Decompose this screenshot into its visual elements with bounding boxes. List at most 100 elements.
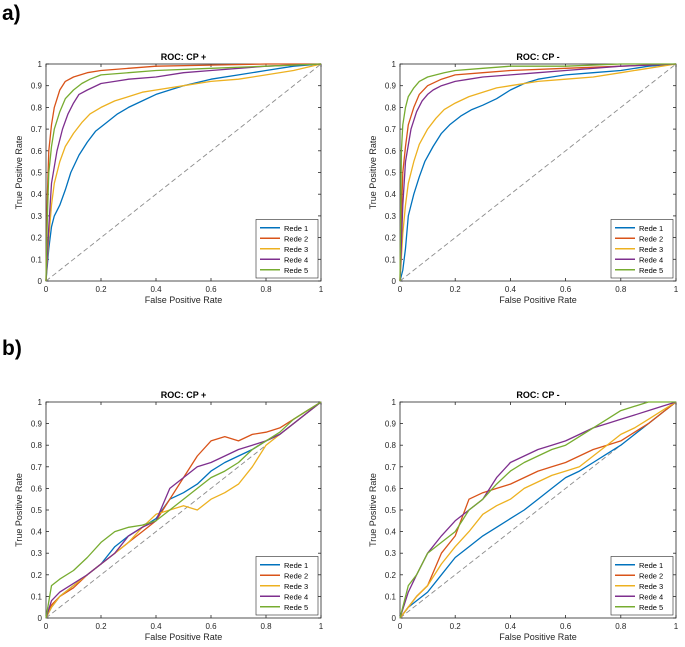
chance-diagonal-line (45, 63, 322, 282)
y-tick-label: 0.3 (385, 212, 397, 221)
series-line-rede-2 (45, 63, 321, 282)
x-tick-label: 1 (319, 285, 324, 294)
panel-label-a: a) (2, 2, 21, 25)
chart-title: ROC: CP - (516, 52, 559, 62)
legend-label-rede-5: Rede 5 (639, 603, 663, 612)
series-line-rede-5 (399, 63, 676, 282)
chart-title: ROC: CP - (516, 390, 559, 400)
legend-label-rede-1: Rede 1 (639, 224, 663, 233)
y-tick-label: 0.7 (31, 125, 43, 134)
x-tick-label: 1 (319, 622, 324, 631)
y-tick-label: 1 (38, 60, 43, 69)
y-tick-label: 0.7 (385, 463, 397, 472)
y-tick-label: 0.8 (31, 441, 43, 450)
legend-label-rede-3: Rede 3 (639, 582, 663, 591)
y-tick-label: 0.4 (31, 190, 43, 199)
x-tick-label: 0.8 (615, 622, 627, 631)
y-axis-label: True Positive Rate (368, 473, 378, 547)
y-tick-label: 0.2 (385, 234, 397, 243)
y-tick-label: 0.4 (31, 528, 43, 537)
x-tick-label: 0.2 (450, 622, 462, 631)
x-tick-label: 0.8 (615, 285, 627, 294)
legend-label-rede-4: Rede 4 (639, 255, 663, 264)
legend-label-rede-2: Rede 2 (639, 234, 663, 243)
y-tick-label: 0.1 (385, 592, 397, 601)
y-tick-label: 0.2 (31, 571, 43, 580)
y-tick-label: 0.4 (385, 528, 397, 537)
y-tick-label: 0.5 (31, 506, 43, 515)
x-tick-label: 0.2 (450, 285, 462, 294)
series-line-rede-5 (45, 63, 322, 282)
series-line-rede-4 (45, 63, 322, 282)
y-tick-label: 0.5 (385, 506, 397, 515)
legend-label-rede-3: Rede 3 (284, 582, 308, 591)
chart-title: ROC: CP + (161, 52, 207, 62)
y-tick-label: 0.3 (385, 549, 397, 558)
x-tick-label: 1 (674, 622, 679, 631)
x-axis-label: False Positive Rate (499, 295, 577, 305)
series-line-rede-5 (45, 401, 322, 619)
x-tick-label: 0 (44, 285, 49, 294)
series-line-rede-5 (399, 401, 676, 619)
x-tick-label: 0.6 (205, 285, 217, 294)
roc-chart-1: ROC: CP + 0 0.2 0.4 0.6 0.8 1 0 0.1 0.2 0.3 0.4 0.5 0… (14, 52, 324, 305)
x-tick-label: 0.8 (260, 285, 272, 294)
y-tick-label: 0.9 (385, 420, 397, 429)
y-axis-label: True Positive Rate (14, 136, 24, 210)
y-tick-label: 0.7 (31, 463, 43, 472)
y-tick-label: 0.1 (385, 255, 397, 264)
series-line-rede-2 (45, 401, 322, 619)
y-tick-label: 0.9 (31, 420, 43, 429)
series-line-rede-4 (399, 401, 677, 619)
legend-label-rede-2: Rede 2 (284, 571, 308, 580)
series-line-rede-3 (399, 63, 677, 282)
legend-label-rede-2: Rede 2 (284, 234, 308, 243)
y-tick-label: 1 (392, 60, 397, 69)
y-tick-label: 1 (392, 398, 397, 407)
y-tick-label: 0.8 (385, 441, 397, 450)
panel-label-b: b) (2, 337, 22, 360)
y-tick-label: 0.5 (385, 169, 397, 178)
series-line-rede-3 (45, 401, 322, 619)
x-tick-label: 0.6 (560, 622, 572, 631)
legend-label-rede-5: Rede 5 (284, 266, 308, 275)
x-tick-label: 0.4 (505, 285, 517, 294)
legend-label-rede-2: Rede 2 (639, 571, 663, 580)
series-line-rede-2 (399, 63, 677, 282)
y-tick-label: 0.6 (31, 147, 43, 156)
legend-label-rede-4: Rede 4 (639, 592, 663, 601)
x-axis-label: False Positive Rate (499, 632, 577, 642)
x-axis-label: False Positive Rate (145, 632, 223, 642)
legend-label-rede-5: Rede 5 (639, 266, 663, 275)
y-tick-label: 0.1 (31, 255, 43, 264)
y-axis-label: True Positive Rate (14, 473, 24, 547)
x-tick-label: 0.4 (150, 622, 162, 631)
y-tick-label: 0 (38, 277, 43, 286)
x-tick-label: 0.6 (560, 285, 572, 294)
series-line-rede-1 (399, 63, 677, 282)
chart-title: ROC: CP + (161, 390, 207, 400)
y-tick-label: 0.6 (31, 484, 43, 493)
y-tick-label: 0 (392, 277, 397, 286)
y-tick-label: 0.2 (385, 571, 397, 580)
y-tick-label: 0.5 (31, 169, 43, 178)
y-tick-label: 0.8 (385, 103, 397, 112)
series-line-rede-1 (45, 63, 322, 282)
x-tick-label: 0.6 (205, 622, 217, 631)
x-tick-label: 0 (398, 285, 403, 294)
y-tick-label: 1 (38, 398, 43, 407)
y-tick-label: 0.9 (31, 82, 43, 91)
roc-chart-4: ROC: CP - 0 0.2 0.4 0.6 0.8 1 0 0.1 0.2 0.3 0.4 0.5 0… (368, 390, 679, 642)
x-tick-label: 0.2 (95, 622, 107, 631)
y-tick-label: 0.4 (385, 190, 397, 199)
y-tick-label: 0.3 (31, 549, 43, 558)
x-tick-label: 0.8 (260, 622, 272, 631)
x-axis-label: False Positive Rate (145, 295, 223, 305)
roc-chart-2: ROC: CP - 0 0.2 0.4 0.6 0.8 1 0 0.1 0.2 0.3 0.4 0.5 0… (368, 52, 679, 305)
y-tick-label: 0.6 (385, 147, 397, 156)
roc-chart-3: ROC: CP + 0 0.2 0.4 0.6 0.8 1 0 0.1 0.2 0.3 0.4 0.5 0… (14, 390, 324, 642)
y-tick-label: 0.2 (31, 234, 43, 243)
